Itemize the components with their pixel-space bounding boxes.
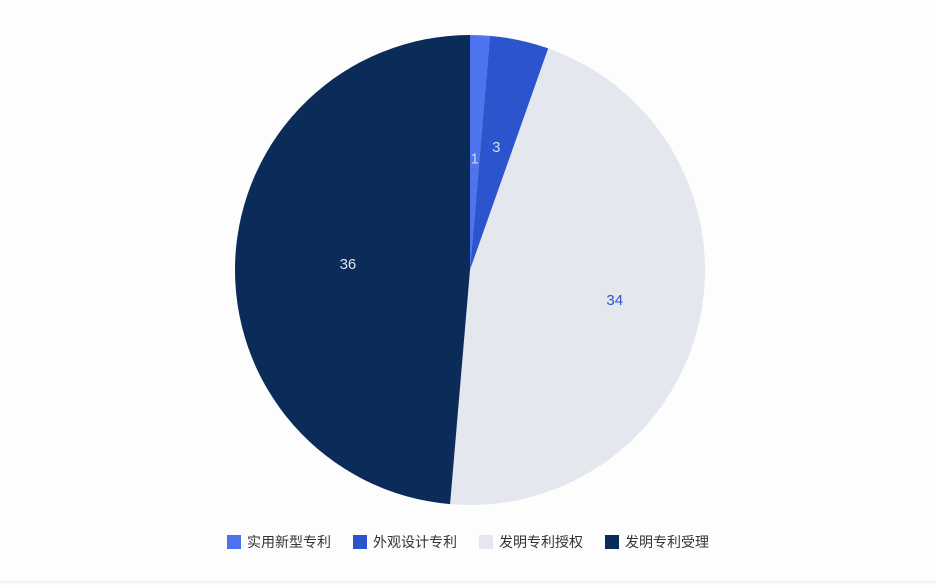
bottom-shadow: [0, 581, 936, 585]
legend-swatch: [227, 535, 241, 549]
legend-swatch: [605, 535, 619, 549]
legend-label: 外观设计专利: [373, 532, 457, 552]
pie-slice-value: 3: [492, 139, 500, 156]
legend: 实用新型专利 外观设计专利 发明专利授权 发明专利受理: [0, 532, 936, 552]
pie-chart: 13 34 36: [0, 0, 936, 555]
legend-item: 实用新型专利: [227, 532, 331, 552]
pie-slice-value: 36: [340, 256, 357, 273]
legend-swatch: [353, 535, 367, 549]
legend-item: 发明专利授权: [479, 532, 583, 552]
legend-item: 外观设计专利: [353, 532, 457, 552]
legend-label: 实用新型专利: [247, 532, 331, 552]
pie-slice-value: 34: [606, 292, 623, 309]
legend-label: 发明专利授权: [499, 532, 583, 552]
pie-slice-value: 1: [471, 151, 479, 168]
legend-label: 发明专利受理: [625, 532, 709, 552]
legend-swatch: [479, 535, 493, 549]
legend-item: 发明专利受理: [605, 532, 709, 552]
pie-chart-container: 13 34 36 实用新型专利 外观设计专利 发明专利授权 发明专利受理: [0, 0, 936, 585]
